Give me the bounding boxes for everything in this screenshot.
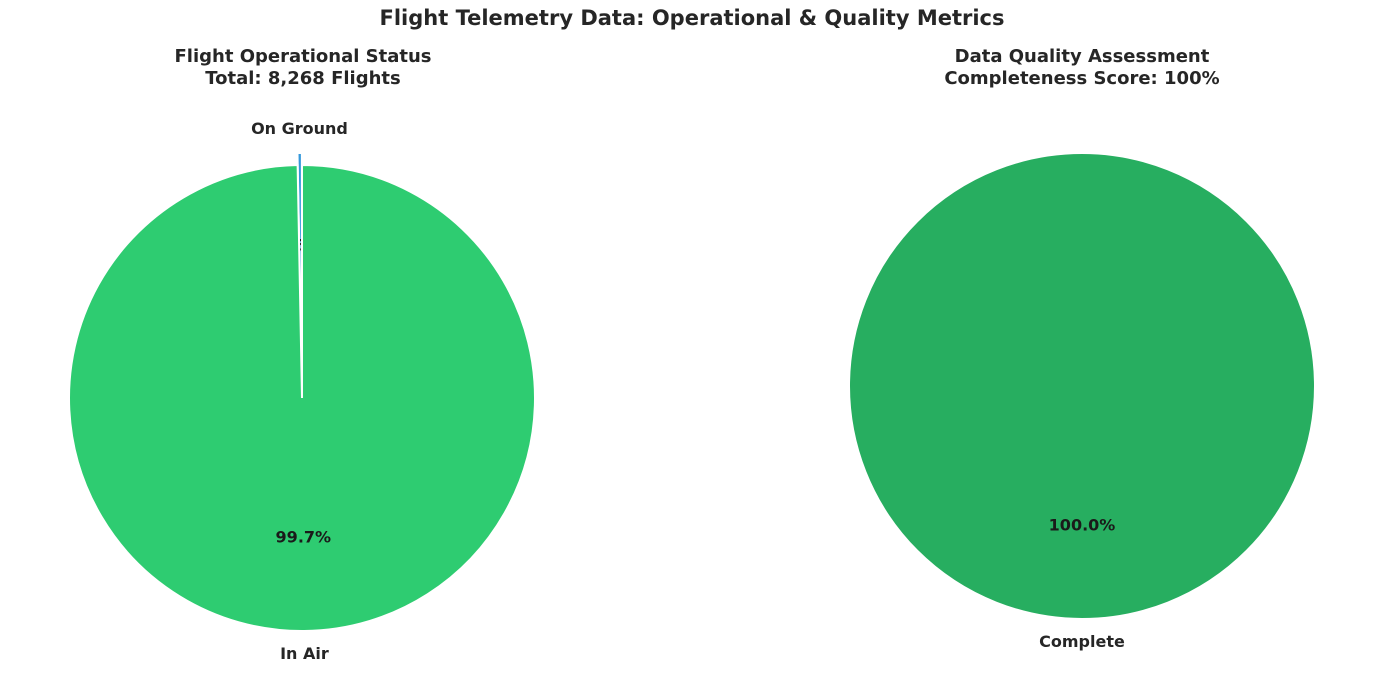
chart-title-line2: Completeness Score: 100% bbox=[944, 68, 1220, 89]
slice-label-in-air: In Air bbox=[280, 644, 329, 663]
slice-percent-in-air: 99.7% bbox=[276, 527, 332, 546]
slice-percent-complete: 100.0% bbox=[1049, 515, 1116, 534]
figure-title: Flight Telemetry Data: Operational & Qua… bbox=[379, 6, 1005, 30]
pie-slice-in-air bbox=[68, 163, 536, 632]
slice-label-complete: Complete bbox=[1039, 632, 1125, 651]
chart-title-line1: Flight Operational Status bbox=[174, 46, 432, 67]
chart-title-operational-status: Flight Operational Status Total: 8,268 F… bbox=[43, 46, 563, 90]
chart-title-data-quality: Data Quality Assessment Completeness Sco… bbox=[822, 46, 1342, 90]
chart-title-line1: Data Quality Assessment bbox=[954, 46, 1210, 67]
chart-title-line2: Total: 8,268 Flights bbox=[205, 68, 401, 89]
pie-slice-complete bbox=[848, 152, 1316, 620]
slice-label-on-ground: On Ground bbox=[251, 119, 348, 138]
